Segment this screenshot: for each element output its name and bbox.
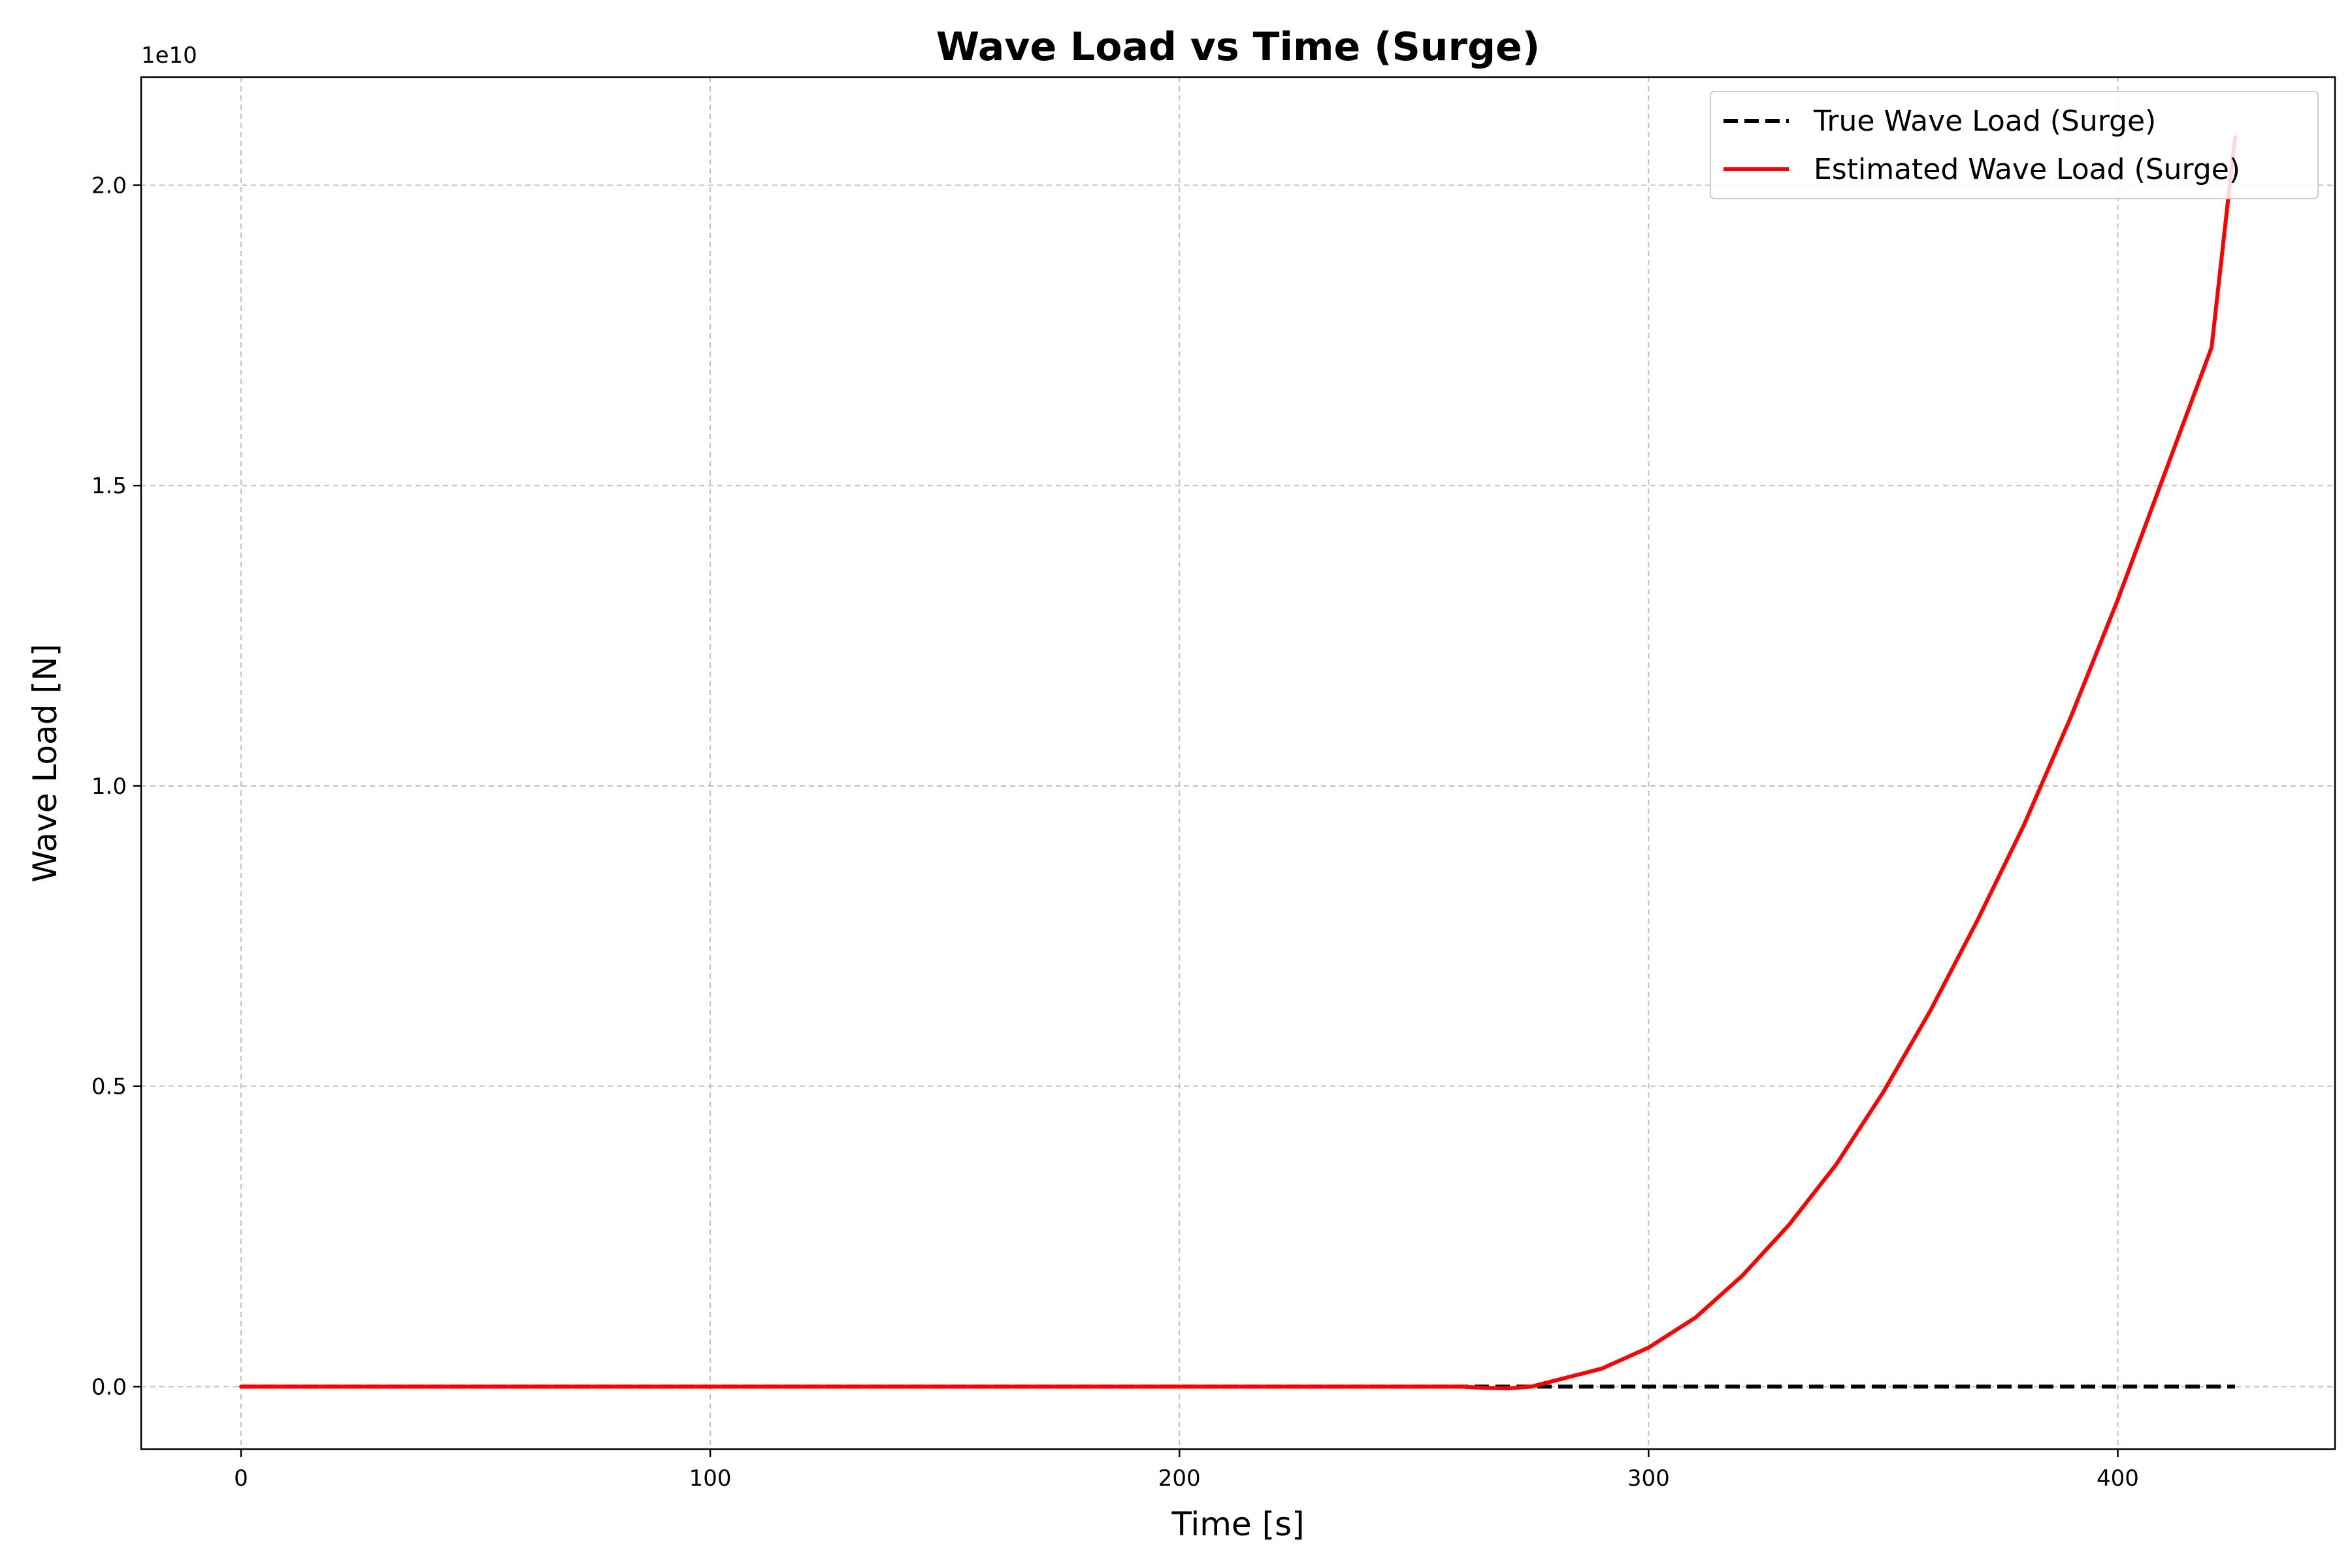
- legend: True Wave Load (Surge) Estimated Wave Lo…: [1710, 91, 2319, 199]
- x-tick-label: 300: [1627, 1465, 1670, 1492]
- chart-title: Wave Load vs Time (Surge): [936, 24, 1540, 70]
- y-tick-label: 0.0: [91, 1374, 127, 1400]
- y-tick-label: 1.5: [91, 473, 127, 499]
- y-tick-label: 2.0: [91, 172, 127, 199]
- x-tick-label: 400: [2097, 1465, 2139, 1492]
- y-axis-label: Wave Load [N]: [26, 644, 64, 882]
- grid: [141, 77, 2335, 1449]
- y-axis-offset-label: 1e10: [141, 42, 197, 69]
- plot-frame: [140, 76, 2336, 1450]
- legend-label-estimated: Estimated Wave Load (Surge): [1814, 153, 2240, 186]
- y-tick-label: 0.5: [91, 1074, 127, 1100]
- legend-label-true: True Wave Load (Surge): [1813, 105, 2156, 138]
- series-line-estimated: [239, 135, 2237, 1391]
- x-tick-label: 200: [1158, 1465, 1201, 1492]
- x-tick-label: 0: [234, 1465, 248, 1492]
- x-axis-label: Time [s]: [1171, 1505, 1304, 1543]
- x-tick-label: 100: [689, 1465, 732, 1492]
- axis-ticks: 0 100 200 300 400 0.0 0.5 1.0 1.5 2.0: [91, 172, 2139, 1492]
- y-tick-label: 1.0: [91, 774, 127, 800]
- plot-series: [239, 135, 2237, 1391]
- legend-box: [1710, 91, 2319, 199]
